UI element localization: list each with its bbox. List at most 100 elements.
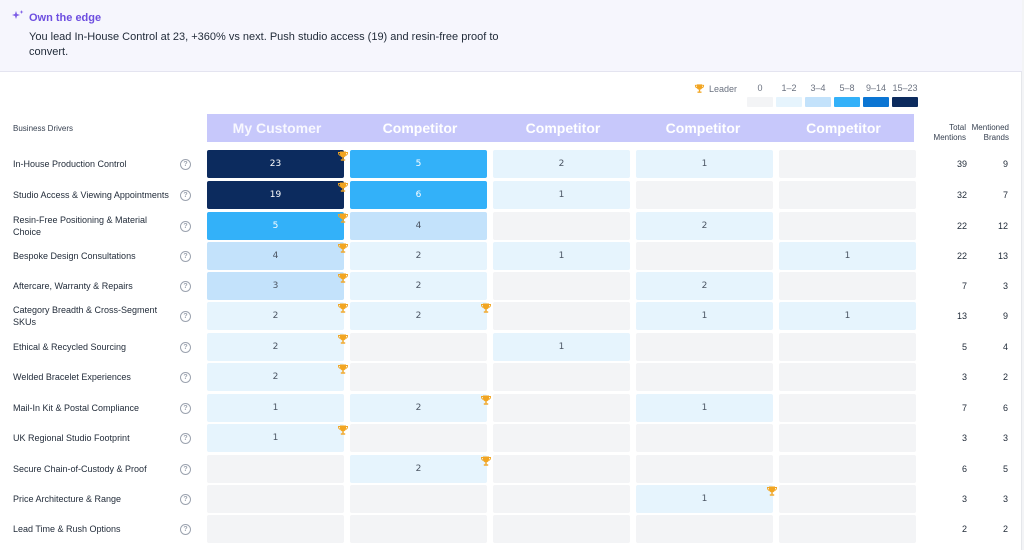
heatmap-cell[interactable]	[779, 333, 916, 361]
heatmap-cell[interactable]	[207, 515, 344, 543]
heatmap-cell[interactable]	[350, 515, 487, 543]
heatmap-cell[interactable]	[636, 242, 773, 270]
heatmap-cell[interactable]: 23	[207, 150, 344, 178]
heatmap-cell[interactable]: 5	[350, 150, 487, 178]
heatmap-cell[interactable]: 2	[350, 455, 487, 483]
heatmap-cell[interactable]: 6	[350, 181, 487, 209]
row-label: Studio Access & Viewing Appointments	[13, 190, 169, 200]
heatmap-cell[interactable]	[779, 455, 916, 483]
help-icon[interactable]: ?	[180, 190, 191, 201]
heatmap-cell[interactable]: 1	[779, 242, 916, 270]
help-icon[interactable]: ?	[180, 281, 191, 292]
row-label: Welded Bracelet Experiences	[13, 372, 131, 382]
heatmap-cell[interactable]	[207, 485, 344, 513]
trophy-icon	[480, 393, 492, 405]
heatmap-cell[interactable]: 4	[350, 212, 487, 240]
heatmap-cell[interactable]: 5	[207, 212, 344, 240]
heatmap-cell[interactable]: 2	[207, 363, 344, 391]
legend-bin-label: 5–8	[839, 83, 855, 93]
help-icon[interactable]: ?	[180, 372, 191, 383]
heatmap-cell[interactable]: 2	[493, 150, 630, 178]
heatmap-cell[interactable]: 3	[207, 272, 344, 300]
column-header-competitor[interactable]: Competitor	[493, 114, 633, 142]
heatmap-cell[interactable]	[636, 181, 773, 209]
heatmap-cell[interactable]: 1	[636, 150, 773, 178]
column-header-competitor[interactable]: Competitor	[347, 114, 493, 142]
heatmap-cell[interactable]	[779, 424, 916, 452]
heatmap-cell[interactable]: 1	[636, 394, 773, 422]
trophy-icon	[337, 149, 349, 161]
heatmap-cell[interactable]	[636, 455, 773, 483]
heatmap-cell[interactable]	[350, 333, 487, 361]
total-mentions-value: 39	[956, 159, 967, 169]
insight-body: You lead In-House Control at 23, +360% v…	[29, 31, 499, 58]
heatmap-cell[interactable]	[779, 363, 916, 391]
heatmap-cell[interactable]	[350, 363, 487, 391]
insight-title: Own the edge	[29, 12, 102, 24]
mentioned-brands-value: 12	[997, 221, 1008, 231]
heatmap-cell[interactable]	[779, 212, 916, 240]
heatmap-cell[interactable]: 1	[636, 485, 773, 513]
column-header-my-customer[interactable]: My Customer	[207, 114, 347, 142]
heatmap-cell[interactable]	[493, 394, 630, 422]
help-icon[interactable]: ?	[180, 494, 191, 505]
heatmap-cell[interactable]	[779, 394, 916, 422]
mentioned-brands-value: 4	[1002, 342, 1008, 352]
heatmap-cell[interactable]: 2	[636, 272, 773, 300]
heatmap-cell[interactable]	[493, 212, 630, 240]
help-icon[interactable]: ?	[180, 403, 191, 414]
heatmap-cell[interactable]: 1	[636, 302, 773, 330]
heatmap-cell[interactable]	[779, 150, 916, 178]
heatmap-cell[interactable]	[493, 515, 630, 543]
help-icon[interactable]: ?	[180, 342, 191, 353]
total-mentions-header: Total Mentions	[933, 123, 966, 142]
heatmap-cell[interactable]	[779, 181, 916, 209]
help-icon[interactable]: ?	[180, 524, 191, 535]
heatmap-cell[interactable]	[636, 333, 773, 361]
heatmap-cell[interactable]	[493, 455, 630, 483]
heatmap-cell[interactable]: 1	[207, 394, 344, 422]
heatmap-cell[interactable]: 1	[493, 333, 630, 361]
heatmap-cell[interactable]	[493, 485, 630, 513]
heatmap-cell[interactable]	[779, 515, 916, 543]
heatmap-cell[interactable]	[207, 455, 344, 483]
heatmap-cell[interactable]	[636, 424, 773, 452]
column-header-competitor[interactable]: Competitor	[633, 114, 773, 142]
heatmap-cell[interactable]	[493, 424, 630, 452]
heatmap-cell[interactable]: 1	[493, 181, 630, 209]
heatmap-cell[interactable]: 1	[779, 302, 916, 330]
help-icon[interactable]: ?	[180, 159, 191, 170]
legend-swatch	[776, 97, 802, 107]
help-icon[interactable]: ?	[180, 221, 191, 232]
heatmap-cell[interactable]: 1	[207, 424, 344, 452]
column-header-competitor[interactable]: Competitor	[773, 114, 914, 142]
heatmap-cell[interactable]	[493, 272, 630, 300]
heatmap-cell[interactable]: 2	[350, 394, 487, 422]
heatmap-cell[interactable]: 2	[636, 212, 773, 240]
heatmap-cell[interactable]: 2	[207, 333, 344, 361]
sparkle-icon	[12, 10, 24, 19]
heatmap-cell[interactable]: 19	[207, 181, 344, 209]
heatmap-cell[interactable]	[636, 515, 773, 543]
heatmap-cell[interactable]: 2	[207, 302, 344, 330]
heatmap-cell[interactable]	[779, 485, 916, 513]
row-label: Secure Chain-of-Custody & Proof	[13, 464, 147, 474]
heatmap-cell[interactable]	[493, 363, 630, 391]
help-icon[interactable]: ?	[180, 251, 191, 262]
help-icon[interactable]: ?	[180, 433, 191, 444]
row-label: UK Regional Studio Footprint	[13, 433, 130, 443]
mentioned-brands-value: 13	[997, 251, 1008, 261]
heatmap-cell[interactable]: 2	[350, 242, 487, 270]
help-icon[interactable]: ?	[180, 464, 191, 475]
heatmap-cell[interactable]: 1	[493, 242, 630, 270]
heatmap-cell[interactable]: 2	[350, 302, 487, 330]
heatmap-cell[interactable]: 2	[350, 272, 487, 300]
help-icon[interactable]: ?	[180, 311, 191, 322]
total-mentions-value: 3	[961, 372, 967, 382]
heatmap-cell[interactable]	[350, 485, 487, 513]
heatmap-cell[interactable]	[493, 302, 630, 330]
heatmap-cell[interactable]	[779, 272, 916, 300]
heatmap-cell[interactable]	[636, 363, 773, 391]
heatmap-cell[interactable]: 4	[207, 242, 344, 270]
heatmap-cell[interactable]	[350, 424, 487, 452]
